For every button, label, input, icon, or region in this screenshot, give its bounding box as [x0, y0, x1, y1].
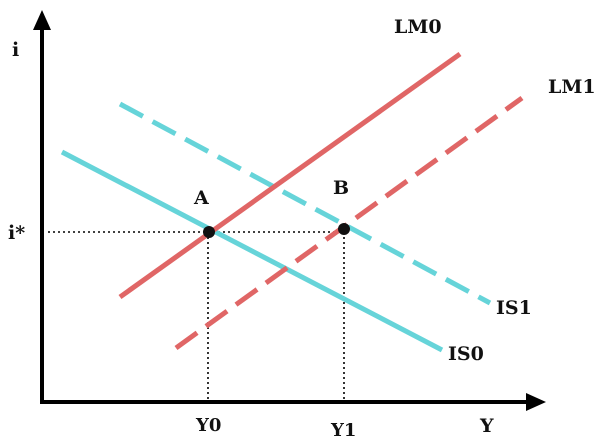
x-axis-arrowhead	[526, 393, 546, 411]
is0-label: IS0	[448, 343, 484, 365]
x-axis-label: Y	[479, 415, 494, 437]
is1-curve	[118, 101, 492, 306]
lm1-curve	[174, 95, 524, 351]
point-a-marker	[203, 226, 215, 238]
is0-curve	[60, 149, 444, 353]
point-b-label: B	[333, 177, 349, 199]
is1-label: IS1	[496, 297, 532, 319]
y-axis-arrowhead	[33, 10, 51, 30]
point-b-marker	[338, 223, 350, 235]
lm1-label: LM1	[548, 76, 596, 98]
output-0-label: Y0	[195, 415, 221, 436]
y-axis-label: i	[12, 39, 19, 61]
point-a-label: A	[193, 187, 209, 209]
lm0-label: LM0	[394, 16, 442, 38]
lm0-curve	[118, 51, 462, 300]
output-1-label: Y1	[330, 420, 356, 438]
interest-rate-label: i*	[8, 222, 25, 244]
